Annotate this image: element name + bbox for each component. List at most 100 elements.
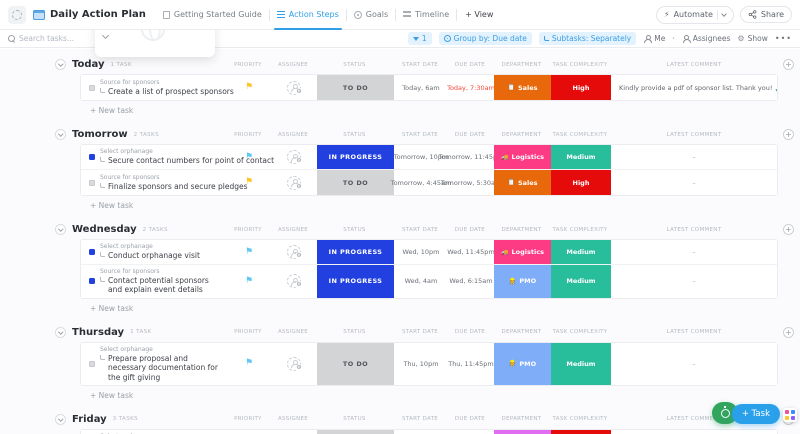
task-row[interactable]: Select orphanageFinalize prospect orphan…: [81, 429, 777, 434]
due-date[interactable]: Wed, 6:15am: [449, 277, 493, 286]
assignee-avatar[interactable]: ⚙: [287, 356, 303, 372]
department-badge[interactable]: 👷 PMO: [494, 342, 551, 385]
latest-comment[interactable]: Kindly provide a pdf of sponsor list. Th…: [619, 83, 777, 92]
add-column-button[interactable]: +: [783, 326, 794, 338]
automate-button[interactable]: ⚡ Automate: [655, 5, 734, 24]
complexity-badge[interactable]: High: [551, 429, 611, 434]
task-row[interactable]: Select orphanage Prepare proposal and nec…: [81, 342, 777, 385]
collapse-group-button[interactable]: [55, 224, 66, 235]
search-input[interactable]: [19, 34, 109, 43]
new-task-button[interactable]: + New task: [90, 201, 134, 210]
assignee-cell[interactable]: ⚙: [271, 265, 317, 298]
complexity-badge[interactable]: Medium: [551, 342, 611, 385]
chevron-down-icon[interactable]: [101, 31, 110, 40]
department-badge[interactable]: 📋 Sales: [494, 170, 551, 195]
latest-comment[interactable]: –: [692, 153, 696, 161]
me-filter[interactable]: Me: [643, 34, 665, 43]
new-task-button[interactable]: + New task: [90, 303, 134, 313]
tab-getting-started-guide[interactable]: Getting Started Guide: [156, 0, 269, 30]
status-badge[interactable]: IN PROGRESS: [317, 145, 394, 169]
assignee-avatar[interactable]: ⚙: [287, 175, 303, 191]
status-badge[interactable]: TO DO: [317, 429, 394, 434]
latest-comment[interactable]: –: [611, 430, 777, 434]
tab-action-steps[interactable]: Action Steps: [270, 0, 346, 30]
task-row[interactable]: Source for sponsors Create a list of pros…: [81, 75, 777, 100]
status-badge[interactable]: TO DO: [317, 75, 394, 100]
tab-goals[interactable]: Goals: [347, 0, 395, 30]
priority-cell[interactable]: ⚑: [227, 265, 271, 298]
share-button[interactable]: Share: [739, 6, 792, 23]
sync-button[interactable]: [8, 5, 26, 24]
complexity-badge[interactable]: Medium: [551, 265, 611, 298]
complexity-badge[interactable]: High: [551, 75, 611, 100]
priority-cell[interactable]: ⚑: [227, 343, 271, 385]
task-row[interactable]: Source for sponsors Finalize sponsors and…: [81, 170, 777, 195]
start-date[interactable]: Tomorrow, 10pm: [393, 153, 449, 161]
latest-comment[interactable]: –: [692, 248, 696, 256]
priority-cell[interactable]: ⚑: [227, 170, 271, 195]
app-grid-button[interactable]: [783, 408, 797, 422]
assignee-avatar[interactable]: ⚙: [287, 80, 303, 96]
search-box[interactable]: [8, 34, 109, 43]
priority-cell[interactable]: ⚑: [227, 240, 271, 264]
priority-cell[interactable]: ⚑: [227, 145, 271, 169]
assignee-cell[interactable]: ⚙: [271, 240, 317, 264]
priority-flag-icon[interactable]: ⚑: [244, 82, 254, 92]
chevron-down-icon[interactable]: [721, 10, 727, 17]
start-date[interactable]: Wed, 10pm: [402, 248, 440, 256]
due-date[interactable]: Wed, 11:45pm: [447, 248, 495, 256]
status-square[interactable]: [89, 154, 95, 160]
start-date[interactable]: Wed, 4am: [404, 277, 438, 286]
priority-flag-icon[interactable]: ⚑: [244, 246, 254, 257]
assignee-cell[interactable]: ⚙: [271, 75, 317, 100]
collapse-group-button[interactable]: [55, 413, 66, 425]
filter-chip[interactable]: 1: [407, 32, 432, 45]
complexity-badge[interactable]: Medium: [551, 240, 611, 264]
assignee-cell[interactable]: ⚙: [271, 343, 317, 385]
department-badge[interactable]: 🙋HR: [494, 429, 551, 434]
show-menu[interactable]: ⚙ Show: [737, 34, 767, 43]
status-square[interactable]: [89, 249, 95, 255]
status-badge[interactable]: TO DO: [317, 170, 394, 195]
latest-comment[interactable]: –: [692, 359, 696, 368]
status-square[interactable]: [89, 84, 95, 91]
assignees-filter[interactable]: Assignees: [682, 34, 730, 43]
department-badge[interactable]: 🚚 Logistics: [494, 145, 551, 169]
start-date[interactable]: Tomorrow, 4:45am: [390, 178, 452, 187]
status-badge[interactable]: IN PROGRESS: [317, 240, 394, 264]
task-row[interactable]: Select orphanage Conduct orphanage visit ⚑…: [81, 240, 777, 265]
tab-timeline[interactable]: Timeline: [396, 0, 456, 30]
start-date[interactable]: Thu, 10pm: [403, 359, 439, 368]
collapse-group-button[interactable]: [55, 59, 66, 70]
department-badge[interactable]: 🚚 Logistics: [494, 240, 551, 264]
task-row[interactable]: Select orphanage Secure contact numbers f…: [81, 145, 777, 170]
collapse-group-button[interactable]: [55, 129, 66, 140]
due-date[interactable]: Fri, 1:30am: [448, 430, 494, 434]
assignee-cell[interactable]: ⚙: [271, 170, 317, 195]
due-date[interactable]: Thu, 11:45pm: [448, 359, 494, 368]
priority-flag-icon[interactable]: ⚑: [244, 177, 254, 187]
add-view-button[interactable]: + View: [465, 10, 494, 19]
department-badge[interactable]: 👷 PMO: [494, 265, 551, 298]
due-date[interactable]: Today, 7:30am: [447, 83, 495, 92]
status-badge[interactable]: TO DO: [317, 342, 394, 385]
latest-comment[interactable]: –: [692, 178, 696, 187]
start-date[interactable]: Fri, 12am: [394, 430, 448, 434]
status-badge[interactable]: IN PROGRESS: [317, 265, 394, 298]
more-options-button[interactable]: •••: [774, 34, 792, 43]
priority-cell[interactable]: ⚑: [227, 75, 271, 100]
complexity-badge[interactable]: High: [551, 170, 611, 195]
assignee-cell[interactable]: ⚙: [271, 430, 317, 434]
group-by-chip[interactable]: Group by: Due date: [438, 32, 532, 45]
latest-comment[interactable]: –: [692, 277, 696, 286]
priority-flag-icon[interactable]: ⚑: [244, 151, 254, 162]
add-column-button[interactable]: +: [783, 224, 794, 235]
status-square[interactable]: [89, 278, 95, 285]
new-task-button[interactable]: + New task: [90, 106, 134, 115]
priority-flag-icon[interactable]: ⚑: [244, 358, 254, 369]
assignee-avatar[interactable]: ⚙: [287, 150, 303, 165]
collapse-group-button[interactable]: [55, 326, 66, 338]
start-date[interactable]: Today, 6am: [402, 83, 440, 92]
department-badge[interactable]: 📋 Sales: [494, 75, 551, 100]
new-task-button[interactable]: + New task: [90, 390, 134, 400]
